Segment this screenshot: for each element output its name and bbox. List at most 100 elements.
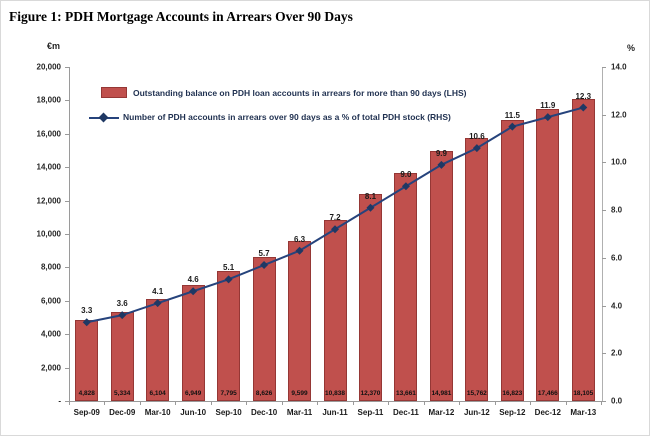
- left-axis-tick-label: 14,000: [36, 162, 61, 172]
- line-marker-icon: [118, 311, 127, 320]
- x-axis-tick-mark: [530, 401, 532, 405]
- line-marker-icon: [543, 113, 552, 122]
- x-axis-category-label: Sep-09: [73, 408, 100, 417]
- left-axis-tick-mark: [65, 234, 69, 235]
- bar-value-label: 8,626: [255, 390, 273, 397]
- line-marker-icon: [508, 122, 517, 131]
- x-axis-tick-mark: [494, 401, 496, 405]
- bar-value-label: 10,838: [325, 390, 345, 397]
- bar-value-label: 13,661: [395, 390, 416, 397]
- line-value-label: 4.6: [187, 275, 199, 285]
- right-axis-tick-label: 8.0: [611, 205, 623, 215]
- x-axis-category-label: Mar-11: [286, 408, 313, 417]
- line-value-label: 5.7: [258, 249, 270, 258]
- bar-value-label: 6,949: [184, 390, 202, 397]
- x-axis-tick-mark: [601, 401, 602, 405]
- x-axis-category-label: Dec-12: [534, 408, 561, 417]
- right-axis-tick-mark: [602, 210, 606, 212]
- bar: [571, 98, 595, 401]
- line-marker-icon: [437, 160, 446, 169]
- bar-value-label: 9,599: [291, 390, 308, 397]
- x-axis-category-label: Jun-11: [322, 408, 348, 417]
- bar: [252, 256, 276, 401]
- bar-value-label: 16,823: [502, 390, 523, 397]
- x-axis-category-label: Sep-10: [215, 408, 242, 417]
- line-value-label: 10.6: [469, 132, 485, 142]
- line-value-label: 4.1: [152, 287, 164, 297]
- bar-value-label: 15,762: [466, 390, 487, 397]
- bar-value-label: 17,466: [537, 390, 558, 397]
- line-marker-icon: [260, 261, 269, 270]
- bar: [181, 284, 205, 401]
- line-value-label: 11.5: [504, 110, 520, 120]
- line-marker-icon: [579, 103, 588, 112]
- x-axis-tick-mark: [352, 401, 354, 405]
- left-axis-tick-mark: [65, 200, 69, 202]
- legend-item-bars: Outstanding balance on PDH loan accounts…: [101, 87, 466, 98]
- x-axis-category-label: Jun-12: [463, 408, 490, 417]
- x-axis-tick-mark: [210, 401, 212, 405]
- line-marker-icon: [331, 225, 339, 234]
- line-value-label: 9.0: [400, 170, 412, 180]
- left-axis-tick-mark: [65, 300, 69, 302]
- left-axis-tick-mark: [65, 367, 69, 369]
- bar: [500, 120, 524, 401]
- right-axis-tick-mark: [602, 67, 606, 68]
- right-axis-tick-mark: [602, 114, 606, 116]
- line-value-label: 12.3: [575, 91, 592, 101]
- bar: [217, 270, 241, 401]
- right-axis-tick-label: 2.0: [611, 348, 623, 358]
- line-series: [82, 103, 588, 327]
- bar-value-label: 18,105: [573, 390, 594, 397]
- line-value-label: 9.9: [435, 148, 447, 158]
- x-axis-tick-mark: [139, 401, 141, 405]
- x-axis-category-label: Mar-13: [570, 408, 597, 417]
- line-value-label: 3.6: [116, 299, 128, 309]
- bar: [358, 194, 382, 401]
- x-axis-category-label: Dec-10: [250, 408, 278, 417]
- right-axis-tick-label: 6.0: [611, 253, 623, 263]
- x-axis-tick-mark: [459, 401, 461, 405]
- left-axis-tick-mark: [65, 67, 69, 68]
- line-marker-icon: [189, 287, 198, 296]
- x-axis-tick-mark: [281, 401, 283, 405]
- left-axis-tick-label: 18,000: [36, 95, 61, 105]
- x-axis-tick-mark: [69, 401, 70, 405]
- line-value-label: 11.9: [540, 101, 556, 111]
- left-axis-tick-mark: [65, 267, 69, 269]
- legend-label-bars: Outstanding balance on PDH loan accounts…: [133, 87, 467, 98]
- bar: [536, 109, 560, 401]
- bar: [429, 150, 453, 401]
- x-axis-category-label: Mar-10: [144, 408, 171, 417]
- left-axis-unit: €m: [47, 41, 61, 51]
- x-axis-category-label: Mar-12: [428, 408, 455, 417]
- right-axis-tick-label: 4.0: [611, 301, 623, 311]
- left-axis-tick-label: 2,000: [40, 363, 61, 373]
- bar: [323, 220, 347, 401]
- line-series-marker-icon: [89, 112, 119, 122]
- line-marker-icon: [295, 246, 304, 255]
- plot-area: [69, 67, 603, 402]
- line-marker-icon: [224, 275, 233, 284]
- left-axis-tick-label: 6,000: [40, 296, 61, 306]
- bar-value-label: 6,104: [149, 390, 166, 397]
- left-axis-tick-label: 20,000: [36, 62, 61, 72]
- line-marker-icon: [472, 144, 481, 153]
- x-axis-category-label: Sep-11: [357, 408, 384, 417]
- legend-label-line: Number of PDH accounts in arrears over 9…: [123, 112, 451, 122]
- right-axis-tick-label: 14.0: [611, 62, 627, 72]
- line-value-label: 8.1: [364, 191, 377, 201]
- line-value-label: 7.2: [329, 213, 341, 223]
- line-value-label: 5.1: [223, 263, 235, 273]
- right-axis-tick-mark: [602, 257, 606, 259]
- bar-value-label: 12,370: [360, 390, 381, 397]
- right-axis-tick-mark: [602, 353, 606, 355]
- left-axis-tick-label: 16,000: [36, 129, 61, 139]
- left-axis-tick-label: 8,000: [40, 262, 61, 272]
- left-axis-tick-label: 4,000: [40, 329, 61, 339]
- x-axis-tick-mark: [104, 401, 106, 405]
- x-axis-category-label: Dec-09: [109, 408, 136, 417]
- bar-value-label: 4,828: [78, 390, 95, 397]
- bar: [288, 240, 312, 401]
- chart-title: Figure 1: PDH Mortgage Accounts in Arrea…: [9, 9, 353, 24]
